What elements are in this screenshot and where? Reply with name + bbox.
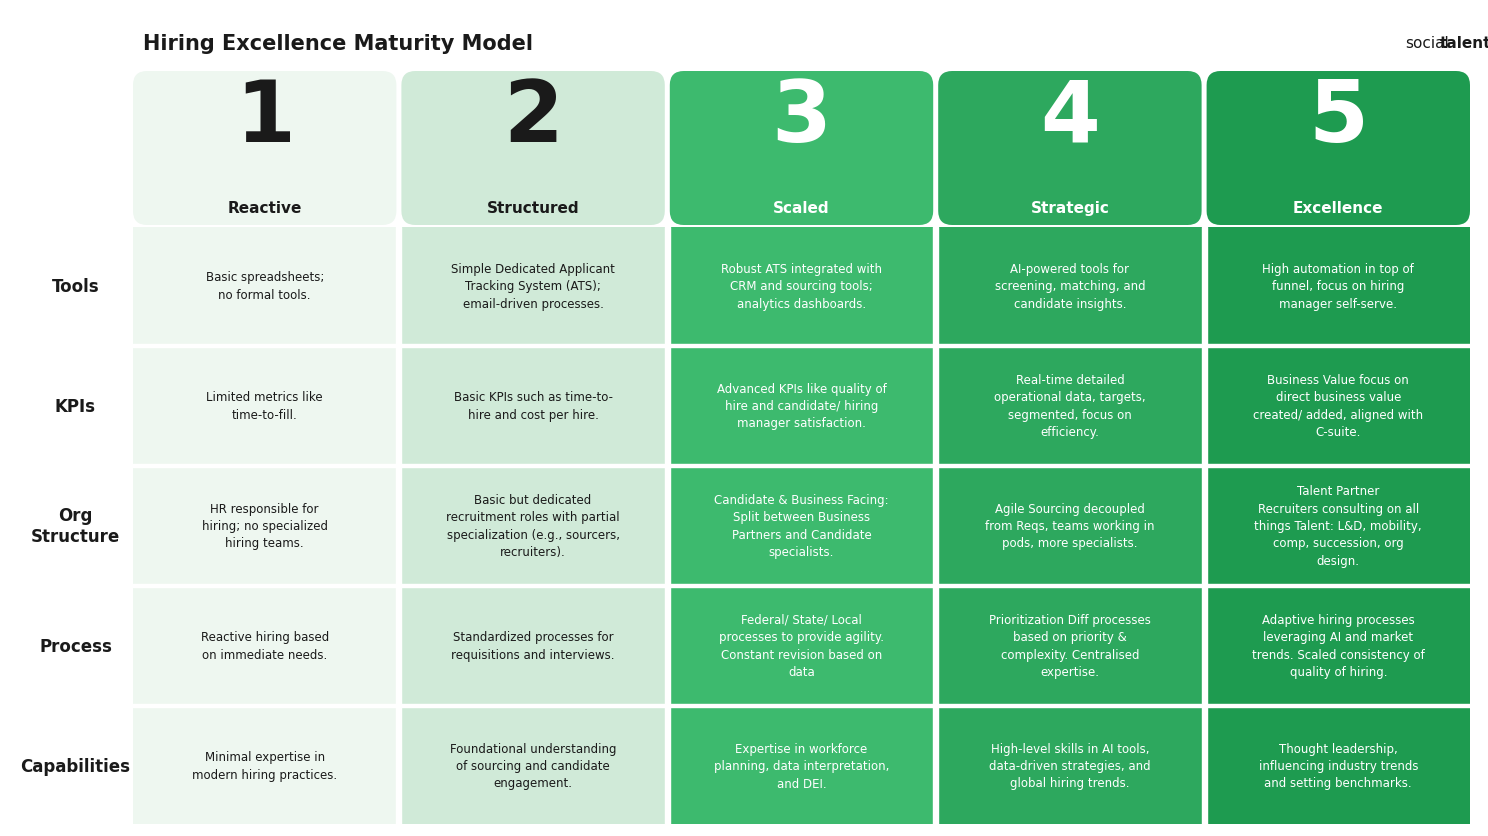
Text: Hiring Excellence Maturity Model: Hiring Excellence Maturity Model [143,33,533,54]
Text: Thought leadership,
influencing industry trends
and setting benchmarks.: Thought leadership, influencing industry… [1259,742,1418,789]
Text: High-level skills in AI tools,
data-driven strategies, and
global hiring trends.: High-level skills in AI tools, data-driv… [990,742,1150,789]
Text: 4: 4 [1040,77,1100,160]
Text: Candidate & Business Facing:
Split between Business
Partners and Candidate
speci: Candidate & Business Facing: Split betwe… [714,493,888,558]
FancyBboxPatch shape [670,72,933,226]
Text: Robust ATS integrated with
CRM and sourcing tools;
analytics dashboards.: Robust ATS integrated with CRM and sourc… [722,263,882,310]
FancyBboxPatch shape [939,588,1202,704]
Text: Talent Partner
Recruiters consulting on all
things Talent: L&D, mobility,
comp, : Talent Partner Recruiters consulting on … [1254,484,1423,568]
Text: 5: 5 [1308,77,1369,160]
Text: Strategic: Strategic [1031,201,1110,215]
Text: Prioritization Diff processes
based on priority &
complexity. Centralised
expert: Prioritization Diff processes based on p… [990,613,1150,679]
Text: 2: 2 [503,77,562,160]
Text: Capabilities: Capabilities [21,757,131,775]
FancyBboxPatch shape [132,707,396,824]
Text: Process: Process [39,637,112,655]
FancyBboxPatch shape [1207,72,1470,226]
FancyBboxPatch shape [939,348,1202,465]
FancyBboxPatch shape [1207,707,1470,824]
FancyBboxPatch shape [132,348,396,465]
Text: Advanced KPIs like quality of
hire and candidate/ hiring
manager satisfaction.: Advanced KPIs like quality of hire and c… [717,382,887,430]
Text: Standardized processes for
requisitions and interviews.: Standardized processes for requisitions … [451,630,615,661]
FancyBboxPatch shape [939,227,1202,344]
Text: Minimal expertise in
modern hiring practices.: Minimal expertise in modern hiring pract… [192,751,338,781]
Text: Limited metrics like
time-to-fill.: Limited metrics like time-to-fill. [207,390,323,421]
Text: Expertise in workforce
planning, data interpretation,
and DEI.: Expertise in workforce planning, data in… [714,742,890,789]
Text: HR responsible for
hiring; no specialized
hiring teams.: HR responsible for hiring; no specialize… [202,502,327,550]
FancyBboxPatch shape [1207,588,1470,704]
Text: AI-powered tools for
screening, matching, and
candidate insights.: AI-powered tools for screening, matching… [994,263,1146,310]
Text: Org
Structure: Org Structure [31,507,121,545]
Text: Scaled: Scaled [774,201,830,215]
FancyBboxPatch shape [1207,348,1470,465]
FancyBboxPatch shape [670,227,933,344]
Text: Reactive: Reactive [228,201,302,215]
Text: Reactive hiring based
on immediate needs.: Reactive hiring based on immediate needs… [201,630,329,661]
Text: Foundational understanding
of sourcing and candidate
engagement.: Foundational understanding of sourcing a… [449,742,616,789]
FancyBboxPatch shape [402,467,665,584]
FancyBboxPatch shape [402,707,665,824]
FancyBboxPatch shape [132,227,396,344]
FancyBboxPatch shape [670,348,933,465]
FancyBboxPatch shape [939,707,1202,824]
Text: talent: talent [1440,36,1488,51]
FancyBboxPatch shape [939,72,1202,226]
Text: Tools: Tools [52,278,100,295]
FancyBboxPatch shape [402,72,665,226]
Text: Structured: Structured [487,201,579,215]
FancyBboxPatch shape [670,467,933,584]
Text: Basic KPIs such as time-to-
hire and cost per hire.: Basic KPIs such as time-to- hire and cos… [454,390,613,421]
FancyBboxPatch shape [1207,227,1470,344]
Text: 1: 1 [235,77,295,160]
Text: KPIs: KPIs [55,397,97,415]
Text: Federal/ State/ Local
processes to provide agility.
Constant revision based on
d: Federal/ State/ Local processes to provi… [719,613,884,679]
Text: 3: 3 [771,77,832,160]
FancyBboxPatch shape [402,588,665,704]
FancyBboxPatch shape [1207,467,1470,584]
Text: Excellence: Excellence [1293,201,1384,215]
FancyBboxPatch shape [670,588,933,704]
Text: Business Value focus on
direct business value
created/ added, aligned with
C-sui: Business Value focus on direct business … [1253,374,1424,439]
FancyBboxPatch shape [670,707,933,824]
Text: Real-time detailed
operational data, targets,
segmented, focus on
efficiency.: Real-time detailed operational data, tar… [994,374,1146,439]
Text: Basic spreadsheets;
no formal tools.: Basic spreadsheets; no formal tools. [205,271,324,302]
FancyBboxPatch shape [402,348,665,465]
Text: Simple Dedicated Applicant
Tracking System (ATS);
email-driven processes.: Simple Dedicated Applicant Tracking Syst… [451,263,615,310]
FancyBboxPatch shape [132,588,396,704]
FancyBboxPatch shape [402,227,665,344]
Text: Agile Sourcing decoupled
from Reqs, teams working in
pods, more specialists.: Agile Sourcing decoupled from Reqs, team… [985,502,1155,550]
Text: social: social [1405,36,1449,51]
Text: Adaptive hiring processes
leveraging AI and market
trends. Scaled consistency of: Adaptive hiring processes leveraging AI … [1251,613,1424,679]
FancyBboxPatch shape [132,467,396,584]
Text: High automation in top of
funnel, focus on hiring
manager self-serve.: High automation in top of funnel, focus … [1262,263,1414,310]
FancyBboxPatch shape [939,467,1202,584]
FancyBboxPatch shape [132,72,396,226]
Text: Basic but dedicated
recruitment roles with partial
specialization (e.g., sourcer: Basic but dedicated recruitment roles wi… [446,493,620,558]
